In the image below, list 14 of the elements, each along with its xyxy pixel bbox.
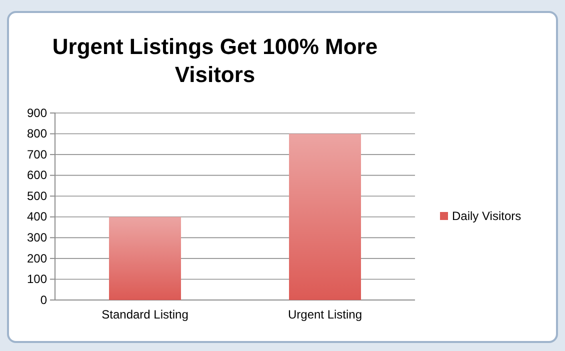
y-tick-label: 800 bbox=[26, 126, 48, 141]
y-tick-label: 0 bbox=[40, 292, 48, 307]
legend-label: Daily Visitors bbox=[452, 209, 522, 224]
x-tick-label: Standard Listing bbox=[102, 308, 188, 322]
y-tick-label: 900 bbox=[26, 106, 48, 120]
y-tick-label: 100 bbox=[26, 272, 48, 286]
y-tick-label: 700 bbox=[26, 147, 48, 162]
x-tick-label: Urgent Listing bbox=[288, 308, 362, 322]
y-tick-label: 400 bbox=[26, 210, 48, 224]
y-tick-label: 300 bbox=[26, 230, 48, 245]
y-tick-label: 500 bbox=[26, 188, 48, 203]
y-tick-label: 600 bbox=[26, 168, 48, 182]
y-tick-label: 200 bbox=[26, 251, 48, 266]
chart-title: Urgent Listings Get 100% More Visitors bbox=[52, 34, 378, 87]
